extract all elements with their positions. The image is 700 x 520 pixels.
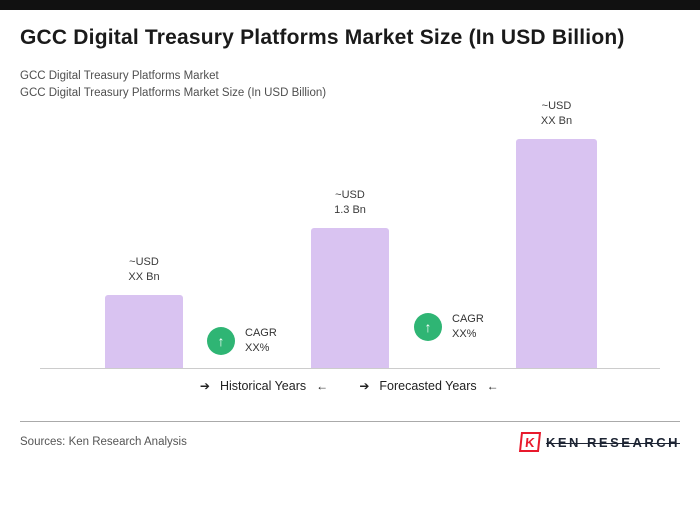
axis-label-forecasted-years: ➔ Forecasted Years ← — [359, 379, 498, 393]
cagr-badge-historical: ↑ CAGR XX% — [207, 326, 277, 356]
arrow-left-icon: ← — [316, 379, 329, 394]
chart-subtitle-size: GCC Digital Treasury Platforms Market Si… — [20, 87, 327, 100]
cagr-text: CAGR XX% — [245, 326, 277, 356]
ken-research-logo: K KEN RESEARCH — [518, 432, 680, 453]
bar-value-label: ~USD 1.3 Bn — [334, 188, 366, 218]
cagr-label: CAGR — [245, 327, 277, 340]
cagr-label: CAGR — [452, 313, 484, 326]
arrow-left-icon: ← — [486, 379, 499, 394]
arrow-right-icon: ➔ — [199, 379, 210, 394]
bar-value-label: ~USD XX Bn — [541, 99, 572, 129]
growth-arrow-icon: ↑ — [207, 327, 235, 356]
cagr-value: XX% — [452, 328, 477, 341]
cagr-text: CAGR XX% — [452, 312, 484, 342]
x-axis-labels: ➔ Historical Years ← ➔ Forecasted Years … — [40, 369, 660, 405]
bar-label-line2: XX Bn — [540, 115, 573, 128]
chart-subtitle-market: GCC Digital Treasury Platforms Market — [20, 69, 219, 82]
bar-chart: ~USD XX Bn ~USD 1.3 Bn ~USD XX Bn ↑ CAGR… — [40, 100, 660, 370]
axis-label-text: Forecasted Years — [379, 379, 477, 394]
footer: Sources: Ken Research Analysis K KEN RES… — [20, 432, 680, 453]
bar-label-line2: XX Bn — [128, 271, 160, 284]
axis-label-text: Historical Years — [219, 379, 307, 394]
bar-label-line2: 1.3 Bn — [334, 204, 366, 217]
sources-text: Sources: Ken Research Analysis — [20, 436, 187, 449]
historical-bar — [105, 295, 183, 369]
bar-group-current: ~USD 1.3 Bn — [311, 188, 389, 369]
growth-arrow-icon: ↑ — [414, 313, 442, 342]
bar-group-historical: ~USD XX Bn — [105, 255, 183, 369]
forecast-bar — [516, 139, 597, 369]
ken-research-logo-text: KEN RESEARCH — [545, 434, 680, 450]
axis-label-historical-years: ➔ Historical Years ← — [200, 379, 328, 393]
cagr-value: XX% — [245, 342, 270, 355]
bar-label-line1: ~USD — [129, 256, 159, 269]
page-title: GCC Digital Treasury Platforms Market Si… — [20, 26, 625, 49]
bar-label-line1: ~USD — [335, 189, 365, 202]
arrow-right-icon: ➔ — [359, 379, 370, 394]
ken-research-k-icon: K — [518, 432, 542, 453]
chart-subtitles: GCC Digital Treasury Platforms Market GC… — [20, 68, 680, 104]
bar-label-line1: ~USD — [541, 100, 572, 113]
bar-group-forecast: ~USD XX Bn — [516, 99, 597, 369]
bar-value-label: ~USD XX Bn — [128, 255, 159, 285]
top-black-bar — [0, 0, 700, 10]
footer-divider — [20, 421, 680, 423]
current-bar — [311, 228, 389, 369]
cagr-badge-forecast: ↑ CAGR XX% — [414, 312, 484, 342]
